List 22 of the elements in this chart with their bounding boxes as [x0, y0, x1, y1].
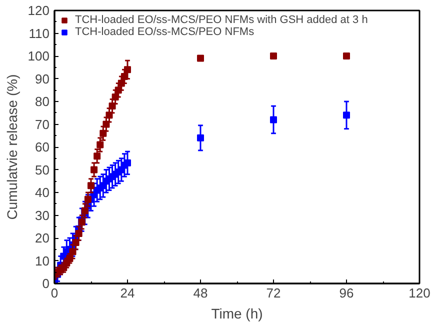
- y-tick-label: 90: [35, 71, 50, 86]
- x-tick-label: 72: [266, 286, 281, 300]
- y-tick-label: 20: [35, 230, 50, 246]
- y-tick-label: 100: [28, 48, 50, 64]
- legend-label: TCH-loaded EO/ss-MCS/PEO NFMs with GSH added at 3 h: [75, 14, 368, 26]
- x-tick-label: 120: [408, 286, 430, 300]
- x-tick-label: 48: [193, 286, 208, 300]
- x-axis-title: Time (h): [211, 306, 263, 322]
- y-tick-label: 40: [35, 185, 50, 200]
- y-tick-label: 50: [35, 162, 50, 178]
- y-axis-title: Cumulatvie release (%): [4, 74, 20, 220]
- y-tick-label: 80: [35, 94, 50, 109]
- y-tick-label: 0: [42, 276, 50, 291]
- x-tick-label: 24: [120, 286, 135, 300]
- y-tick-label: 110: [28, 26, 50, 41]
- y-tick-label: 10: [35, 253, 50, 268]
- y-tick-label: 70: [35, 116, 50, 132]
- x-tick-label: 96: [339, 286, 354, 300]
- y-tick-label: 30: [35, 208, 50, 223]
- y-tick-label: 60: [35, 140, 50, 154]
- y-tick-label: 120: [28, 3, 50, 18]
- legend-label: TCH-loaded EO/ss-MCS/PEO NFMs: [75, 26, 254, 38]
